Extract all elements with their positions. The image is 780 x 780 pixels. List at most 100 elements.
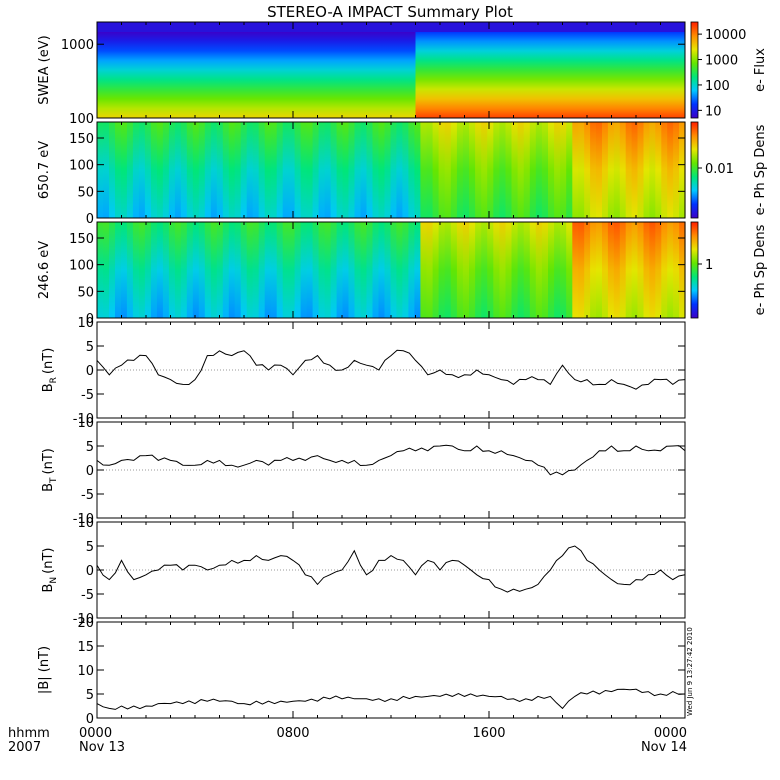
pad-cell: [572, 222, 579, 318]
y-tick-label: 50: [77, 185, 94, 200]
y-axis-label: |B| (nT): [37, 646, 52, 694]
pad-cell: [535, 122, 543, 218]
y-tick-label: 0: [86, 364, 94, 379]
pad-cell: [210, 122, 218, 218]
pad-cell: [505, 122, 513, 218]
pad-cell: [529, 122, 537, 218]
colorbar-tick-label: 1: [705, 258, 713, 273]
colorbar-2: [690, 121, 699, 219]
y-tick-label: 5: [86, 540, 94, 555]
pad-cell: [402, 222, 409, 318]
pad-cell: [505, 222, 513, 318]
y-tick-label: 150: [69, 232, 94, 247]
pad-cell: [228, 122, 236, 218]
pad-cell: [366, 222, 374, 318]
pad-cell: [637, 122, 644, 218]
colorbar-tick-label: 10: [705, 104, 722, 119]
pad-cell: [613, 222, 621, 318]
pad-cell: [192, 122, 200, 218]
colorbar-label: e- Ph Sp Dens: [753, 224, 768, 315]
pad-cell: [204, 222, 212, 318]
pad-cell: [264, 222, 272, 318]
pad-cell: [554, 222, 561, 318]
pad-cell: [625, 122, 633, 218]
series-line: [96, 444, 686, 476]
pad-cell: [246, 122, 254, 218]
pad-cell: [493, 222, 500, 318]
pad-cell: [360, 122, 368, 218]
pad-cell: [318, 222, 326, 318]
colorbar-label: e- Ph Sp Dens: [753, 124, 768, 215]
pad-cell: [444, 122, 452, 218]
pad-cell: [384, 122, 392, 218]
pad-cell: [121, 122, 128, 218]
pad-cell: [584, 122, 591, 218]
pad-cell: [318, 122, 326, 218]
pad-cell: [186, 222, 194, 318]
pad-cell: [578, 222, 585, 318]
y-tick-label: -5: [81, 388, 94, 403]
pad-cell: [390, 122, 398, 218]
y-tick-label: 5: [86, 688, 94, 703]
colorbar-tick-label: 1000: [705, 54, 738, 69]
pad-cell: [390, 222, 398, 318]
pad-cell: [602, 122, 609, 218]
pad-cell: [584, 222, 591, 318]
pad-cell: [590, 222, 597, 318]
pad-cell: [523, 222, 531, 318]
panel-2: 0.01 e- Ph Sp Dens 0 50 100 150 650.7 eV: [37, 121, 768, 227]
pad-cell: [216, 122, 224, 218]
y-tick-label: 50: [77, 285, 94, 300]
y-tick-label: 0: [86, 712, 94, 727]
pad-cell: [276, 222, 284, 318]
pad-cell: [180, 122, 188, 218]
pad-cell: [294, 122, 302, 218]
pad-cell: [132, 222, 140, 318]
pad-cell: [222, 122, 230, 218]
pad-cell: [162, 222, 170, 318]
pad-cell: [186, 122, 194, 218]
swea-top-band: [97, 22, 685, 32]
pad-cell: [138, 222, 146, 318]
pad-cell: [324, 222, 332, 318]
pad-cell: [661, 122, 668, 218]
pad-cell: [348, 222, 356, 318]
y-tick-label: -10: [73, 612, 94, 627]
x-tick-label-time: 1600: [472, 726, 505, 741]
pad-cell: [475, 222, 482, 318]
pad-cell: [360, 222, 368, 318]
panel-6: -10 -5 0 5 10 BN(nT): [41, 516, 686, 627]
x-label-line1: hhmm: [8, 726, 50, 741]
pad-cell: [673, 222, 680, 318]
y-tick-label: 0: [86, 212, 94, 227]
series-line: [96, 545, 686, 593]
colorbar-1: [690, 21, 699, 119]
x-label-line2: 2007: [8, 740, 41, 755]
pad-cell: [590, 122, 597, 218]
pad-cell: [144, 222, 152, 318]
pad-cell: [276, 122, 284, 218]
swea-spectrogram-early: [97, 22, 416, 118]
pad-cell: [234, 222, 242, 318]
y-axis-label: 650.7 eV: [37, 141, 52, 199]
pad-cell: [168, 222, 176, 318]
y-axis-label: BT(nT): [41, 448, 59, 492]
pad-cell: [420, 122, 428, 218]
pad-cell: [198, 222, 206, 318]
pad-cell: [366, 122, 374, 218]
pad-cell: [174, 122, 182, 218]
y-tick-label: 0: [86, 564, 94, 579]
pad-cell: [378, 122, 386, 218]
pad-cell: [426, 222, 434, 318]
pad-cell: [258, 122, 266, 218]
y-tick-label: 10: [77, 416, 94, 431]
pad-cell: [661, 222, 668, 318]
x-tick-label-date: Nov 14: [641, 740, 687, 755]
pad-cell: [156, 122, 164, 218]
pad-cell: [462, 222, 470, 318]
pad-cell: [469, 222, 476, 318]
pad-cell: [469, 122, 476, 218]
pad-cell: [475, 122, 482, 218]
